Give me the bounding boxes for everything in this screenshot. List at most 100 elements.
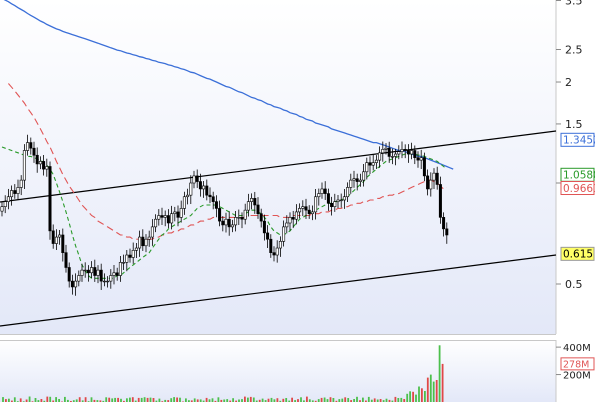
y-tick-label: 0.5: [565, 278, 583, 291]
candle: [13, 184, 17, 199]
volume-bar: [11, 400, 13, 402]
candle-body: [339, 199, 343, 202]
candle: [362, 163, 366, 187]
y-tick-label: 1.5: [565, 118, 583, 131]
candle: [416, 151, 420, 168]
candle-body: [355, 178, 359, 182]
candle-body: [38, 161, 42, 165]
candle: [125, 250, 129, 272]
candle: [346, 182, 350, 202]
candle: [374, 155, 378, 170]
candle-body: [118, 262, 122, 276]
candle-body: [381, 149, 385, 154]
candle-body: [243, 209, 247, 220]
candle: [291, 210, 295, 229]
volume-bar: [441, 363, 444, 402]
candle-body: [253, 198, 257, 206]
volume-bar: [84, 397, 87, 402]
volume-bar: [379, 399, 382, 402]
candle: [128, 248, 132, 263]
last-value-badge-1: 1.3452: [560, 132, 595, 147]
candle-body: [144, 238, 148, 247]
candle-body: [70, 280, 74, 288]
candle: [278, 236, 282, 257]
candle: [333, 193, 337, 212]
last-value-badge-1-box: [560, 132, 595, 147]
candle-body: [326, 193, 330, 204]
volume-bar: [409, 391, 411, 402]
volume-bar: [64, 396, 66, 402]
volume-bar: [102, 400, 105, 402]
volume-bar: [211, 398, 214, 402]
candle: [122, 254, 126, 271]
candle: [224, 212, 228, 233]
candle: [400, 141, 404, 159]
candle: [330, 196, 334, 216]
candle-body: [285, 222, 289, 228]
candle: [74, 273, 78, 296]
last-value-badge-3-box: [560, 181, 595, 196]
volume-bar: [190, 400, 193, 402]
volume-bar: [105, 397, 108, 402]
candle-body: [310, 211, 314, 215]
candle: [256, 197, 260, 219]
candle-body: [307, 209, 311, 215]
volume-bar: [285, 398, 288, 402]
candle: [336, 194, 340, 209]
candle: [48, 161, 52, 240]
volume-bar: [438, 345, 441, 402]
volume-bar: [335, 400, 338, 402]
candle-body: [32, 147, 36, 156]
volume-bar: [31, 401, 34, 402]
candle: [419, 149, 423, 169]
candle-body: [96, 269, 100, 276]
candle: [227, 211, 231, 236]
volume-bar: [117, 397, 119, 402]
candle-body: [419, 157, 423, 161]
volume-bar: [16, 401, 19, 402]
candle: [138, 230, 142, 257]
volume-bar: [52, 400, 55, 402]
volume-bar: [164, 399, 167, 402]
candle-body: [288, 217, 292, 224]
candle-body: [221, 220, 225, 226]
volume-bar: [140, 397, 143, 402]
candle-body: [323, 188, 327, 194]
candle-body: [224, 218, 228, 226]
candle: [163, 210, 167, 227]
volume-bar: [229, 400, 232, 402]
volume-bars: [2, 345, 444, 402]
candle: [384, 143, 388, 155]
candle-body: [205, 185, 209, 196]
candle-body: [368, 162, 372, 166]
candle-body: [406, 150, 410, 155]
candle: [35, 147, 39, 173]
candle: [320, 182, 324, 199]
candle: [77, 270, 81, 287]
volume-bar: [93, 399, 96, 402]
volume-bar: [87, 401, 90, 402]
volume-bar: [373, 398, 376, 402]
volume-bar: [350, 400, 352, 402]
candle: [186, 188, 190, 205]
volume-bar: [205, 397, 208, 402]
candle-body: [42, 161, 46, 170]
volume-bar: [67, 399, 69, 402]
candle-body: [90, 267, 94, 274]
volume-bar: [264, 400, 267, 402]
candle-body: [22, 150, 26, 181]
volume-bar: [332, 398, 335, 402]
volume-bar: [161, 401, 164, 402]
volume-bar: [55, 397, 57, 402]
candle-body: [176, 211, 180, 218]
volume-bar: [279, 400, 282, 402]
candle: [387, 141, 391, 163]
candle: [102, 273, 106, 287]
candle: [54, 229, 58, 250]
last-value-badge-4: 0.615: [560, 246, 595, 261]
candle: [176, 205, 180, 227]
volume-bar: [182, 401, 184, 402]
candle-body: [10, 190, 14, 198]
